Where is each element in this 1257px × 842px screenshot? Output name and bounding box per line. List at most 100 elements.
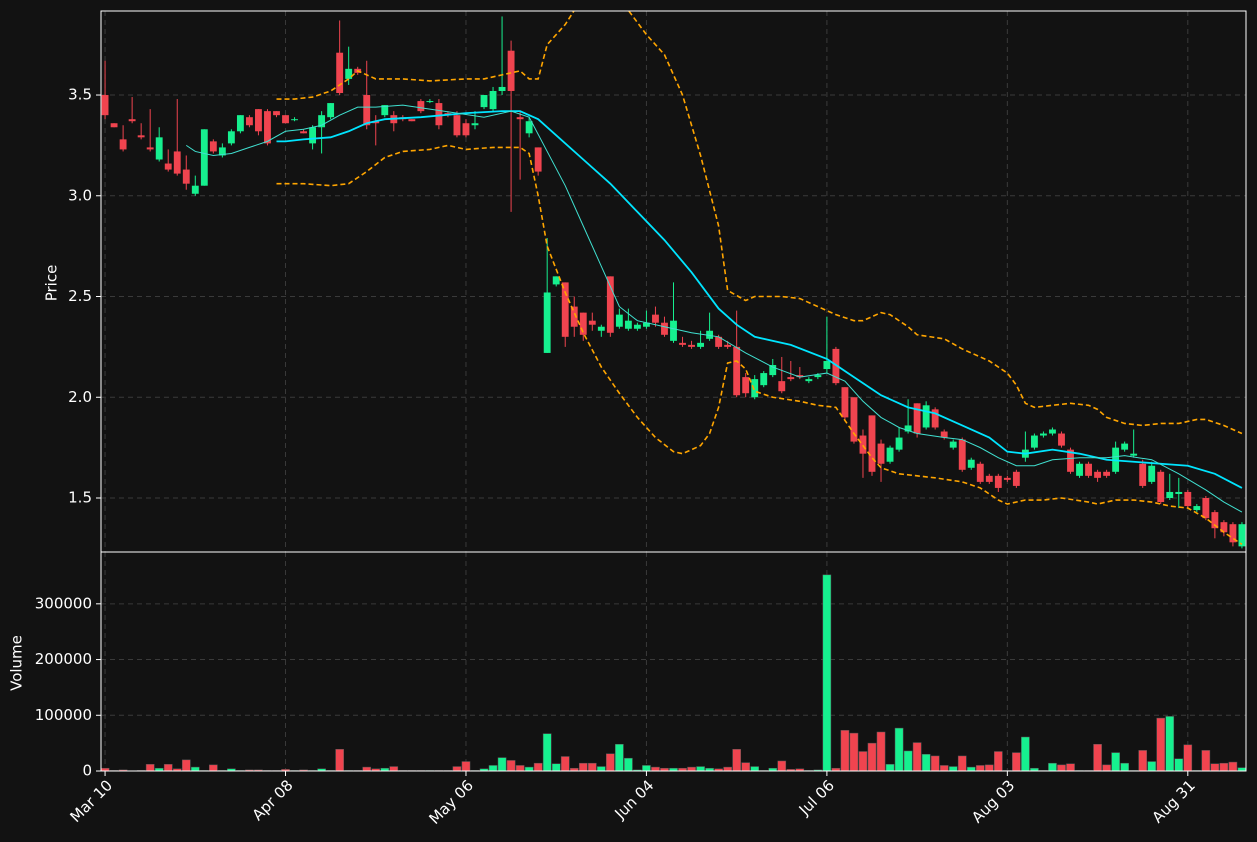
candle-body [525, 121, 533, 134]
x-tick-label: Aug 31 [1148, 776, 1198, 826]
candle-body [372, 121, 380, 124]
y-tick-label: 200000 [35, 650, 92, 668]
volume-bar [912, 742, 922, 772]
candle-body [940, 431, 948, 438]
candle-body [1130, 453, 1138, 456]
candle-body [110, 123, 118, 128]
candle-body [724, 344, 732, 347]
candle-body [552, 276, 560, 285]
y-tick-label: 300000 [35, 594, 92, 612]
candle-body [155, 137, 163, 160]
candle-body [128, 119, 136, 122]
volume-bar [335, 749, 344, 772]
candle-body [137, 135, 145, 138]
volume-bar [1111, 752, 1120, 772]
y-axis-label: Volume [8, 635, 26, 691]
volume-bar [1165, 716, 1175, 772]
x-tick-label: Jun 04 [611, 776, 658, 823]
candle-body [227, 131, 235, 144]
candle-body [688, 344, 695, 347]
y-axis-label: Price [43, 265, 61, 302]
volume-bar [1201, 750, 1211, 772]
volume-bar [551, 763, 561, 772]
candle-body [796, 375, 804, 378]
candle-body [318, 115, 326, 128]
candle-body [643, 322, 650, 327]
volume-bar [903, 750, 913, 772]
volume-bar [1174, 758, 1184, 772]
volume-bar [687, 766, 696, 772]
x-tick-label: May 06 [425, 776, 477, 828]
candle-body [823, 360, 831, 370]
candle-body [633, 324, 641, 329]
candle-body [1220, 522, 1228, 533]
candle-body [922, 405, 930, 428]
volume-bar [696, 766, 705, 772]
x-tick-label: Jul 06 [795, 776, 838, 819]
candle-body [958, 439, 966, 470]
candle-body [1202, 498, 1210, 519]
candle-body [1049, 429, 1056, 434]
candle-body [1067, 449, 1074, 472]
candle-body [904, 425, 912, 432]
volume-bar [939, 765, 949, 772]
volume-bar [145, 764, 155, 772]
candle-body [1211, 512, 1219, 529]
candle-body [1085, 463, 1092, 476]
candle-body [453, 115, 461, 136]
candle-body [769, 365, 777, 376]
volume-bar [181, 759, 191, 772]
candle-body [1184, 491, 1192, 507]
candle-body [624, 320, 632, 329]
candle-body [534, 147, 542, 172]
volume-bar [461, 761, 471, 772]
candle-body [814, 375, 822, 378]
candle-body [1121, 443, 1129, 450]
candle-body [751, 379, 759, 398]
volume-bar [732, 749, 741, 772]
candle-body [976, 463, 984, 482]
candle-body [119, 139, 127, 150]
candle-body [561, 282, 569, 337]
candle-body [543, 292, 551, 353]
candle-body [715, 336, 723, 347]
volume-bar [1048, 762, 1057, 772]
volume-bar [1183, 744, 1193, 772]
candle-body [200, 129, 208, 186]
line-series [276, 11, 1243, 435]
y-tick-label: 0 [82, 762, 92, 780]
candle-body [291, 119, 298, 121]
y-tick-label: 2.0 [68, 388, 92, 406]
candle-body [164, 163, 172, 170]
volume-bar [1210, 763, 1220, 772]
candle-body [1166, 491, 1174, 499]
volume-bar [587, 762, 597, 772]
y-tick-label: 100000 [35, 706, 92, 724]
candle-body [1058, 433, 1065, 446]
volume-bar [840, 730, 850, 772]
volume-bar [885, 764, 895, 772]
candle-body [570, 306, 578, 327]
candle-body [218, 147, 226, 156]
volume-bar [1147, 761, 1157, 772]
volume-bar [362, 766, 372, 772]
volume-bar [560, 756, 570, 772]
candle-body [309, 127, 317, 144]
candle-body [706, 330, 714, 339]
plot-area [101, 11, 1246, 549]
candle-body [191, 185, 199, 194]
candle-body [697, 342, 704, 347]
candle-body [985, 475, 993, 482]
candle-body [994, 475, 1002, 488]
volume-bar [777, 760, 787, 772]
volume-bar [515, 765, 525, 772]
volume-bar [1219, 762, 1229, 772]
candle-body [1030, 435, 1038, 448]
candle-body [273, 111, 280, 116]
volume-bar [524, 766, 534, 772]
candle-body [615, 314, 623, 327]
candle-body [282, 115, 289, 124]
x-tick-label: Apr 08 [249, 776, 297, 824]
candle-body [1148, 465, 1156, 482]
y-tick-label: 1.5 [68, 489, 92, 507]
